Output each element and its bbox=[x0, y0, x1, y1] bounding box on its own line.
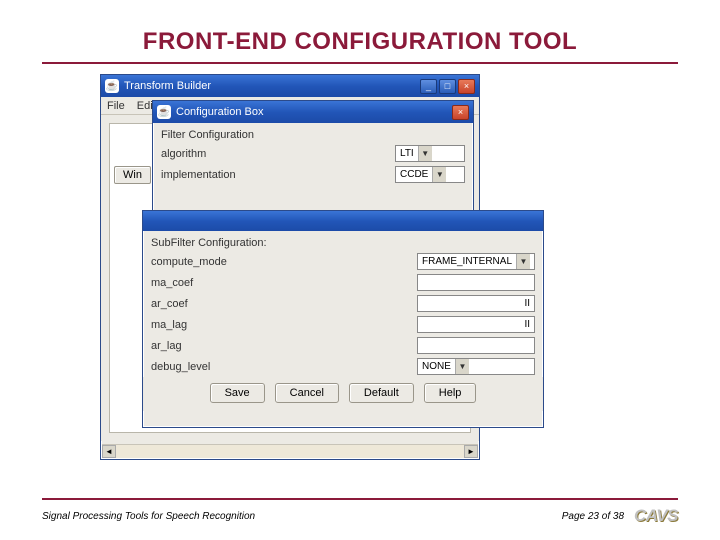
bottom-rule bbox=[42, 498, 678, 500]
scroll-right-icon[interactable]: ► bbox=[464, 445, 478, 458]
chevron-down-icon: ▼ bbox=[516, 254, 530, 269]
input-ar-coef[interactable]: II bbox=[417, 295, 535, 312]
default-button[interactable]: Default bbox=[349, 383, 414, 403]
sub-row-ma-lag: ma_lag II bbox=[143, 314, 543, 335]
footer: Signal Processing Tools for Speech Recog… bbox=[42, 506, 678, 526]
select-compute-mode-value: FRAME_INTERNAL bbox=[418, 256, 516, 267]
label-algorithm: algorithm bbox=[161, 148, 389, 160]
select-algorithm[interactable]: LTI ▼ bbox=[395, 145, 465, 162]
label-debug-level: debug_level bbox=[151, 361, 411, 373]
workspace: ☕ Transform Builder _ □ × File Edi. lp W… bbox=[100, 74, 620, 462]
label-implementation: implementation bbox=[161, 169, 389, 181]
maximize-button[interactable]: □ bbox=[439, 79, 456, 94]
window-title-config: Configuration Box bbox=[176, 106, 452, 118]
label-ma-lag: ma_lag bbox=[151, 319, 411, 331]
chevron-down-icon: ▼ bbox=[455, 359, 469, 374]
scroll-track[interactable] bbox=[116, 445, 464, 458]
titlebar-main[interactable]: ☕ Transform Builder _ □ × bbox=[101, 75, 479, 97]
sub-row-ar-coef: ar_coef II bbox=[143, 293, 543, 314]
select-debug-level-value: NONE bbox=[418, 361, 455, 372]
input-ma-coef[interactable] bbox=[417, 274, 535, 291]
titlebar-config[interactable]: ☕ Configuration Box × bbox=[153, 101, 473, 123]
input-ma-lag[interactable]: II bbox=[417, 316, 535, 333]
menu-file[interactable]: File bbox=[107, 100, 125, 112]
scrollbar-horizontal[interactable]: ◄ ► bbox=[102, 444, 478, 458]
cancel-button[interactable]: Cancel bbox=[275, 383, 339, 403]
java-icon: ☕ bbox=[105, 79, 119, 93]
subfilter-group-title: SubFilter Configuration: bbox=[143, 231, 543, 251]
minimize-button[interactable]: _ bbox=[420, 79, 437, 94]
select-compute-mode[interactable]: FRAME_INTERNAL ▼ bbox=[417, 253, 535, 270]
input-ar-lag[interactable] bbox=[417, 337, 535, 354]
help-button[interactable]: Help bbox=[424, 383, 477, 403]
save-button[interactable]: Save bbox=[210, 383, 265, 403]
label-ar-coef: ar_coef bbox=[151, 298, 411, 310]
select-implementation[interactable]: CCDE ▼ bbox=[395, 166, 465, 183]
win-button[interactable]: Win bbox=[114, 166, 151, 184]
close-button[interactable]: × bbox=[458, 79, 475, 94]
titlebar-subfilter[interactable] bbox=[143, 211, 543, 231]
select-algorithm-value: LTI bbox=[396, 148, 418, 159]
select-debug-level[interactable]: NONE ▼ bbox=[417, 358, 535, 375]
close-button[interactable]: × bbox=[452, 105, 469, 120]
scroll-left-icon[interactable]: ◄ bbox=[102, 445, 116, 458]
title-rule bbox=[42, 62, 678, 64]
footer-text: Signal Processing Tools for Speech Recog… bbox=[42, 511, 255, 522]
java-icon: ☕ bbox=[157, 105, 171, 119]
window-title-main: Transform Builder bbox=[124, 80, 420, 92]
label-ma-coef: ma_coef bbox=[151, 277, 411, 289]
label-compute-mode: compute_mode bbox=[151, 256, 411, 268]
logo-cavs: CAVS bbox=[634, 506, 678, 526]
page-number: Page 23 of 38 bbox=[562, 511, 624, 522]
sub-row-ar-lag: ar_lag bbox=[143, 335, 543, 356]
sub-row-debug-level: debug_level NONE ▼ bbox=[143, 356, 543, 377]
chevron-down-icon: ▼ bbox=[418, 146, 432, 161]
label-ar-lag: ar_lag bbox=[151, 340, 411, 352]
subfilter-button-row: Save Cancel Default Help bbox=[143, 377, 543, 411]
window-subfilter: SubFilter Configuration: compute_mode FR… bbox=[142, 210, 544, 428]
config-group-title: Filter Configuration bbox=[153, 123, 473, 143]
sub-row-compute-mode: compute_mode FRAME_INTERNAL ▼ bbox=[143, 251, 543, 272]
window-configuration-box: ☕ Configuration Box × Filter Configurati… bbox=[152, 100, 474, 212]
config-row-implementation: implementation CCDE ▼ bbox=[153, 164, 473, 185]
slide-title: FRONT-END CONFIGURATION TOOL bbox=[0, 0, 720, 62]
select-implementation-value: CCDE bbox=[396, 169, 432, 180]
chevron-down-icon: ▼ bbox=[432, 167, 446, 182]
sub-row-ma-coef: ma_coef bbox=[143, 272, 543, 293]
config-row-algorithm: algorithm LTI ▼ bbox=[153, 143, 473, 164]
